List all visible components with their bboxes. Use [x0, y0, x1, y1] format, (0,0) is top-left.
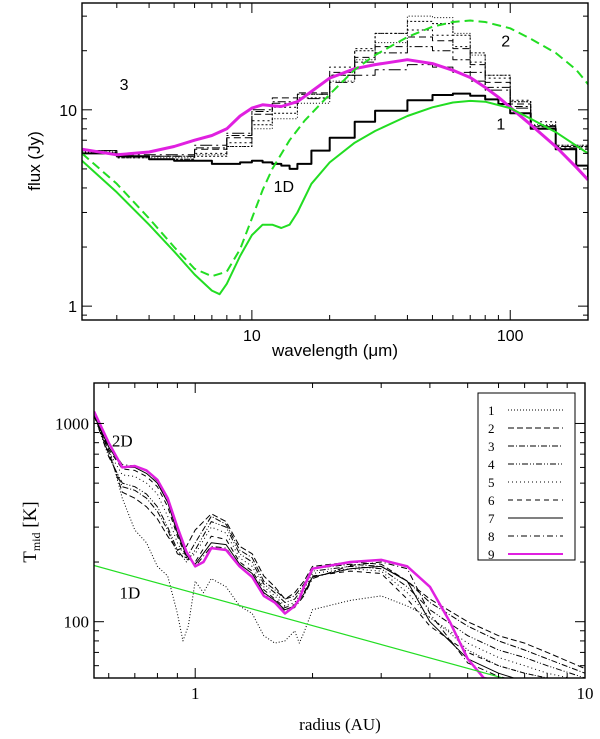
sed-y-tick-label: 10	[59, 103, 77, 120]
legend-label-8: 8	[488, 529, 495, 544]
temperature-series-group	[94, 410, 585, 678]
sed-series-group	[82, 15, 588, 296]
temperature-x-tick-label: 1	[191, 684, 200, 703]
temperature-x-axis-label: radius (AU)	[299, 715, 381, 734]
temperature-series-6	[94, 415, 550, 678]
temperature-series-5	[94, 415, 572, 678]
temperature-annotation-2d: 2D	[112, 432, 133, 451]
sed-x-axis-label: wavelength (μm)	[271, 341, 398, 360]
sed-y-tick-label: 1	[68, 299, 77, 316]
temperature-annotations: 2D 1D	[112, 432, 140, 603]
sed-series-8	[82, 15, 588, 173]
sed-annotation-1d: 1D	[274, 179, 294, 196]
temperature-y-tick-label: 100	[64, 613, 90, 632]
legend-label-6: 6	[488, 493, 495, 508]
sed-annotation-3: 3	[120, 77, 129, 94]
sed-ticks	[82, 3, 589, 320]
sed-series-5	[82, 46, 588, 176]
sed-series-7	[82, 64, 588, 178]
temperature-series-1d	[94, 564, 506, 678]
legend-label-5: 5	[488, 475, 495, 490]
temperature-panel: 1 10 100 1000 2D 1D 1 2 3 4 5 6 7 8 9 radius (AU) Tm…	[20, 382, 594, 734]
temperature-x-tick-label: 10	[577, 684, 594, 703]
temperature-annotation-1d: 1D	[120, 584, 141, 603]
temperature-y-tick-label: 1000	[55, 414, 89, 433]
legend-box	[477, 392, 576, 561]
sed-annotation-2: 2	[501, 34, 510, 51]
legend-label-9: 9	[488, 547, 495, 562]
temperature-series-7	[94, 415, 516, 678]
sed-plot-frame	[81, 2, 589, 321]
temperature-series-1	[94, 415, 553, 678]
sed-series-2	[82, 20, 588, 175]
sed-series-1	[82, 92, 588, 178]
sed-series-1d	[82, 99, 588, 296]
temperature-series-9	[94, 410, 490, 678]
sed-x-tick-label: 100	[497, 328, 524, 345]
legend-label-1: 1	[488, 403, 495, 418]
legend-label-7: 7	[488, 511, 495, 526]
sed-tick-labels: 10 100 1 10	[59, 103, 523, 345]
sed-panel: 10 100 1 10 3 2 1 1D wavelength (μm) flux (Jy)	[25, 2, 589, 360]
sed-annotations: 3 2 1 1D	[120, 34, 511, 196]
temperature-ticks	[94, 383, 586, 678]
sed-annotation-1: 1	[496, 117, 505, 134]
temperature-y-label-main: T	[20, 551, 41, 563]
legend-label-2: 2	[488, 421, 495, 436]
legend-label-3: 3	[488, 439, 495, 454]
sed-x-tick-label: 10	[243, 328, 261, 345]
temperature-y-axis-label: Tmid [K]	[20, 501, 43, 562]
sed-series-3	[82, 36, 588, 176]
temperature-y-label-subscript: mid	[29, 532, 43, 551]
legend: 1 2 3 4 5 6 7 8 9	[477, 392, 576, 562]
temperature-y-label-unit: [K]	[20, 501, 41, 532]
sed-series-2d-green	[82, 19, 588, 278]
temperature-tick-labels: 1 10 100 1000	[55, 414, 594, 703]
legend-label-4: 4	[488, 457, 495, 472]
sed-y-axis-label: flux (Jy)	[25, 131, 44, 191]
temperature-plot-frame	[93, 382, 586, 679]
temperature-series-4	[94, 415, 585, 678]
sed-series-9	[82, 58, 588, 181]
